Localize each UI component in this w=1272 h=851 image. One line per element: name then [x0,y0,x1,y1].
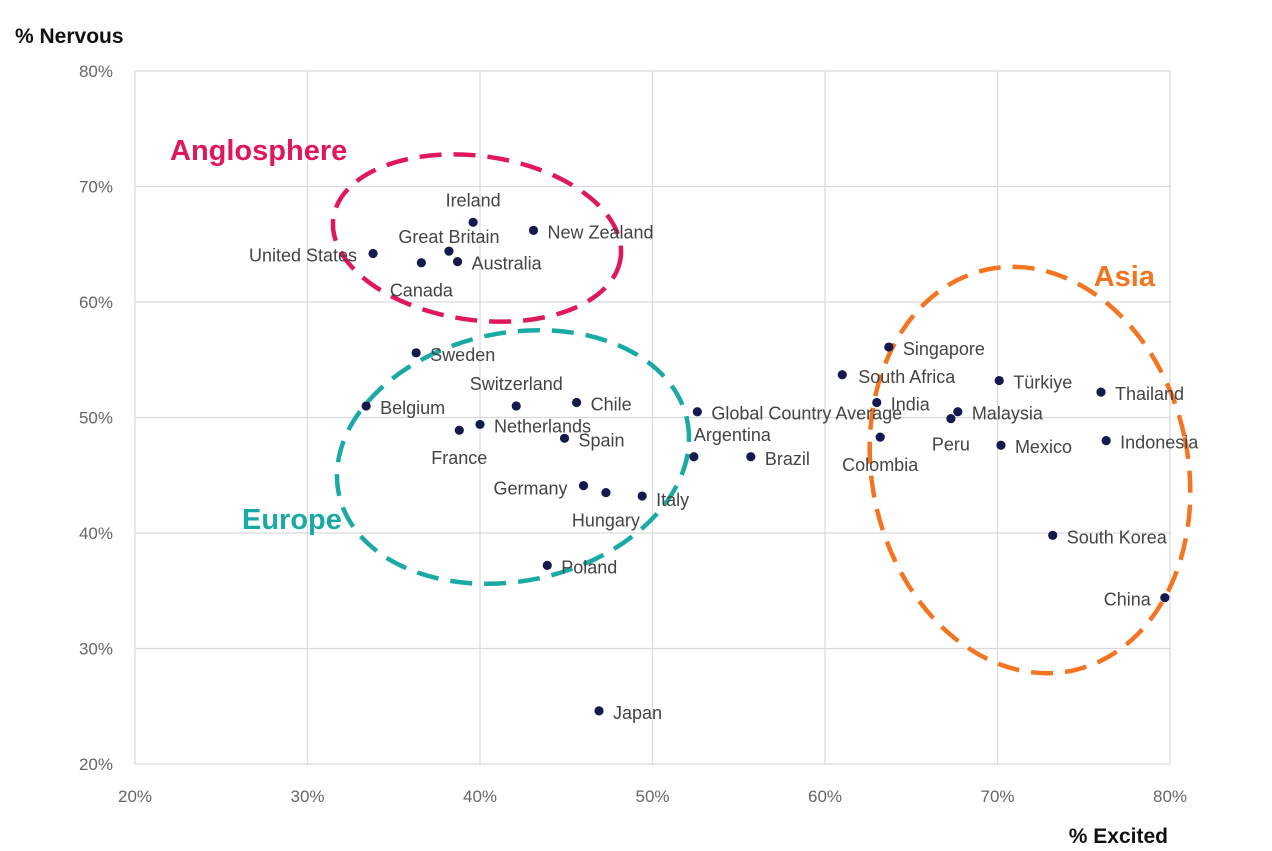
points: Ireland New Zealand Great Britain United St… [249,190,1199,723]
point-label: Great Britain [398,227,499,247]
point-label: Colombia [842,455,919,475]
group-ellipses: Anglosphere Europe Asia [170,135,1193,676]
data-point[interactable] [601,487,611,498]
data-point[interactable] [572,397,582,408]
group-label: Asia [1094,261,1156,293]
point-label: South Korea [1067,527,1168,547]
point-label: France [431,448,487,468]
data-point[interactable] [559,433,570,443]
point-label: Italy [656,490,689,510]
x-tick-label: 30% [290,787,324,806]
data-point[interactable] [452,256,463,267]
data-point[interactable] [511,401,521,411]
data-point[interactable] [746,452,756,462]
point-label: Sweden [430,345,495,365]
point-label: Türkiye [1013,373,1072,393]
y-tick-label: 80% [79,62,113,81]
data-point[interactable] [872,397,882,408]
data-point[interactable] [837,370,847,380]
grid: 20% 30% 40% 50% 60% 70% 80% 20% 30% 40% 50% 60% 70% 8… [79,62,1187,806]
data-point[interactable] [578,481,589,491]
point-label: Thailand [1115,384,1184,404]
point-label: Argentina [694,425,772,445]
y-tick-label: 20% [79,755,113,774]
point-label: Spain [579,430,625,450]
point-label: Australia [472,254,543,274]
data-point[interactable] [1048,530,1058,540]
point-label: China [1104,590,1152,610]
data-point[interactable] [637,491,647,501]
data-point[interactable] [1101,436,1111,446]
group-label: Anglosphere [170,135,347,167]
point-label: Canada [390,281,454,301]
data-point[interactable] [1096,387,1106,397]
point-label: South Africa [858,367,956,387]
point-label: Peru [932,435,970,455]
point-label: Mexico [1015,437,1072,457]
x-tick-label: 70% [980,787,1014,806]
point-label: Indonesia [1120,433,1199,453]
x-tick-label: 80% [1153,787,1187,806]
data-point[interactable] [475,419,485,430]
point-label: Ireland [446,190,501,210]
data-point[interactable] [411,348,421,358]
group-ellipse-anglosphere [330,152,624,324]
data-point[interactable] [689,452,699,462]
point-label: United States [249,245,357,265]
x-tick-label: 60% [808,787,842,806]
data-point[interactable] [542,560,552,570]
y-tick-label: 70% [79,178,113,197]
point-label: Brazil [765,449,810,469]
data-point[interactable] [884,342,894,352]
data-point[interactable] [996,440,1006,450]
x-tick-label: 40% [463,787,497,806]
data-point[interactable] [594,706,604,716]
x-tick-label: 20% [118,787,152,806]
point-label: Chile [591,394,632,414]
data-point[interactable] [468,217,478,227]
y-tick-label: 40% [79,524,113,543]
y-axis-title: % Nervous [15,25,124,48]
y-tick-label: 30% [79,640,113,659]
group-label: Europe [242,504,342,536]
data-point[interactable] [528,225,539,235]
data-point[interactable] [444,246,454,256]
data-point[interactable] [692,407,702,417]
data-point[interactable] [994,375,1004,386]
point-label: India [891,394,931,414]
point-label: Global Country Average [711,404,902,424]
data-point[interactable] [875,432,885,442]
data-point[interactable] [361,401,371,411]
group-ellipse-asia [867,264,1193,676]
y-tick-label: 50% [79,409,113,428]
point-label: Netherlands [494,416,591,436]
data-point[interactable] [946,414,956,424]
x-tick-label: 50% [635,787,669,806]
point-label: Singapore [903,339,985,359]
y-tick-label: 60% [79,293,113,312]
point-label: Malaysia [972,404,1044,424]
point-label: Poland [561,557,617,577]
point-label: New Zealand [547,222,653,242]
point-label: Japan [613,703,662,723]
point-label: Belgium [380,398,445,418]
data-point[interactable] [454,425,464,435]
data-point[interactable] [1160,593,1170,603]
data-point[interactable] [416,258,426,268]
data-point[interactable] [953,407,963,417]
x-axis-title: % Excited [1069,825,1168,848]
point-label: Switzerland [470,374,563,394]
point-label: Hungary [572,511,640,531]
point-label: Germany [493,479,567,499]
group-ellipse-europe [334,327,692,587]
data-point[interactable] [368,248,378,259]
